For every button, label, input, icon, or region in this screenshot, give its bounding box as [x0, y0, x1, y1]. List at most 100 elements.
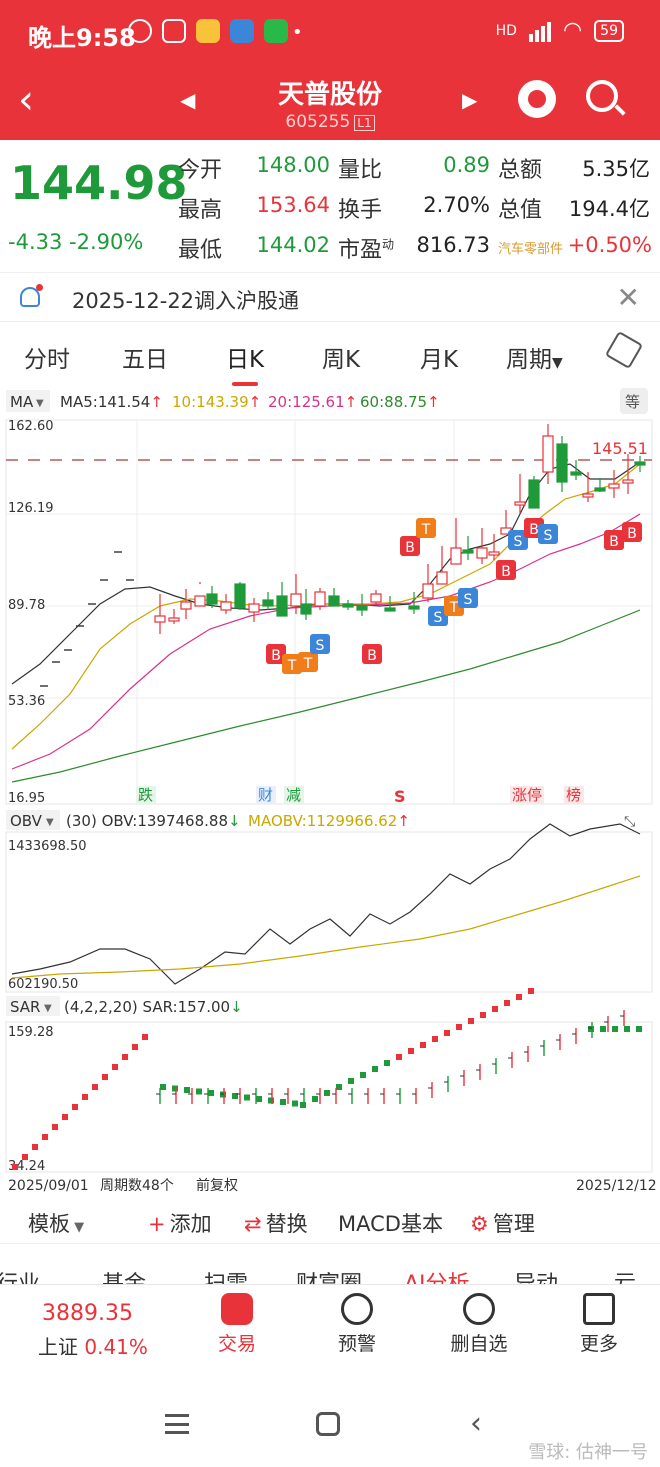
macd-indicator-button[interactable]: MACD基本: [338, 1212, 443, 1236]
sub-tab-ai-analysis[interactable]: AI分析: [404, 1266, 470, 1284]
index-value[interactable]: 3889.35: [42, 1301, 133, 1326]
quote-label: 总额: [498, 158, 543, 183]
tab-period-dropdown[interactable]: 周期▼: [506, 340, 563, 374]
event-mark-limit-up[interactable]: 涨停: [512, 786, 542, 804]
add-indicator-button[interactable]: + 添加: [148, 1208, 212, 1238]
alert-button[interactable]: 预警: [312, 1293, 402, 1356]
sub-tab-wealth[interactable]: 财富圈: [296, 1266, 362, 1284]
sector-label[interactable]: 汽车零部件: [498, 242, 564, 257]
expand-icon[interactable]: ⤡: [624, 814, 635, 830]
event-mark-finance[interactable]: 财: [258, 786, 273, 804]
home-icon[interactable]: [316, 1412, 340, 1436]
price-change: -4.33 -2.90%: [8, 230, 143, 254]
back-nav-icon[interactable]: ‹: [470, 1406, 482, 1441]
close-icon[interactable]: ✕: [616, 281, 640, 314]
recent-apps-icon[interactable]: [165, 1414, 189, 1434]
kline-chart-svg[interactable]: MA ▼ MA5:141.54↑ 10:143.39↑ 20:125.61↑ 6…: [0, 384, 660, 1200]
sub-tab-loss[interactable]: 亏: [614, 1266, 636, 1284]
tab-monthly-k[interactable]: 月K: [420, 347, 459, 373]
signal-badge-label: B: [627, 526, 637, 542]
stock-code: 605255 L1: [0, 112, 660, 132]
template-dropdown[interactable]: 模板 ▼: [28, 1208, 84, 1238]
notification-icons: [128, 19, 288, 43]
system-nav: ‹ 雪球: 估神一号: [0, 1370, 660, 1467]
swap-icon: ⇄: [244, 1212, 262, 1236]
alert-label: 预警: [337, 1333, 376, 1355]
watermark: 雪球: 估神一号: [528, 1442, 648, 1463]
event-mark-s[interactable]: S: [394, 787, 406, 806]
tab-five-day[interactable]: 五日: [122, 347, 168, 373]
remove-watchlist-button[interactable]: 删自选: [434, 1293, 524, 1356]
trade-button[interactable]: 交易: [192, 1293, 282, 1356]
chevron-down-icon: ▼: [552, 355, 563, 371]
sar-dot: [588, 1026, 594, 1032]
sub-tab-fund[interactable]: 基金: [102, 1266, 146, 1284]
adjust-toggle-button[interactable]: [620, 388, 648, 414]
obv-panel-frame: [5, 831, 653, 993]
event-mark-bg: [510, 786, 544, 804]
signal-badge: [400, 536, 420, 556]
sub-tab-anomaly[interactable]: 异动: [514, 1266, 558, 1284]
search-icon[interactable]: [586, 80, 618, 112]
signal-badge-label: B: [367, 648, 377, 664]
sar-dots: [12, 988, 642, 1170]
tab-daily-k[interactable]: 日K: [226, 340, 264, 386]
obv-indicator-label: OBV: [10, 812, 43, 830]
replace-indicator-button[interactable]: ⇄ 替换: [244, 1208, 308, 1238]
event-mark-reduce[interactable]: 减: [286, 786, 301, 804]
obv-indicator-selector[interactable]: [6, 810, 60, 830]
quote-label: 总值: [498, 198, 543, 223]
signal-badge-label: S: [464, 592, 473, 608]
more-button[interactable]: 更多: [554, 1293, 644, 1356]
tab-weekly-k[interactable]: 周K: [322, 347, 361, 373]
y-tick-label: 16.95: [8, 791, 45, 806]
sar-dot: [268, 1097, 274, 1104]
tab-intraday[interactable]: 分时: [24, 347, 70, 373]
ma60-legend: 60:88.75↑: [360, 393, 440, 411]
obv-y-tick: 602190.50: [8, 977, 78, 992]
sar-dot: [396, 1054, 402, 1060]
sar-dot: [142, 1034, 148, 1040]
next-stock-button[interactable]: ▶: [462, 88, 478, 112]
candle-body: [248, 603, 260, 613]
reference-price-label: 145.51: [592, 439, 648, 458]
sub-tab-industry[interactable]: 行业: [0, 1266, 40, 1284]
signal-badge-label: T: [449, 600, 459, 616]
ma60-value: 88.75: [384, 393, 427, 411]
plus-icon: +: [148, 1212, 166, 1236]
event-mark-bg: [256, 786, 276, 804]
quote-value: 144.02: [256, 233, 330, 257]
back-button[interactable]: ‹: [18, 77, 34, 123]
candle-body: [542, 435, 554, 473]
ma60-line: [11, 609, 641, 783]
sar-dot: [612, 1026, 618, 1032]
signal-badge: [428, 606, 448, 626]
wifi-icon: ◠: [562, 18, 583, 43]
index-summary[interactable]: 上证 0.41%: [38, 1331, 148, 1360]
app-notification-icon: [230, 19, 254, 43]
candle-body: [528, 479, 540, 509]
assistant-icon[interactable]: [518, 80, 556, 118]
replace-label: 替换: [265, 1212, 308, 1236]
signal-badge: [458, 588, 478, 608]
sub-tab-minesweep[interactable]: 扫雷: [204, 1266, 248, 1284]
sar-indicator-selector[interactable]: [6, 996, 60, 1016]
chart-toolbar: 模板 ▼ + 添加 ⇄ 替换 MACD基本 ⚙ 管理: [0, 1200, 660, 1244]
add-label: 添加: [169, 1212, 212, 1236]
kline-chart[interactable]: MA ▼ MA5:141.54↑ 10:143.39↑ 20:125.61↑ 6…: [0, 384, 660, 1200]
stock-code-value: 605255: [285, 112, 351, 132]
ma10-legend: 10:143.39↑: [172, 393, 261, 411]
ma20-legend: 20:125.61↑: [268, 393, 357, 411]
manage-indicator-button[interactable]: ⚙ 管理: [470, 1208, 535, 1238]
candle-body: [180, 601, 192, 610]
event-mark-list[interactable]: 榜: [566, 786, 581, 804]
ma5-legend: MA5:141.54↑: [60, 393, 163, 411]
settings-icon[interactable]: [604, 330, 644, 370]
obv-name: OBV: [102, 812, 135, 830]
candle-body: [634, 461, 646, 466]
ma-indicator-selector[interactable]: [6, 390, 50, 412]
sar-dot: [360, 1072, 366, 1078]
event-mark-drop[interactable]: 跌: [138, 786, 153, 804]
notice-bar[interactable]: 2025-12-22调入沪股通 ✕: [0, 272, 660, 322]
prev-stock-button[interactable]: ◀: [180, 88, 196, 112]
